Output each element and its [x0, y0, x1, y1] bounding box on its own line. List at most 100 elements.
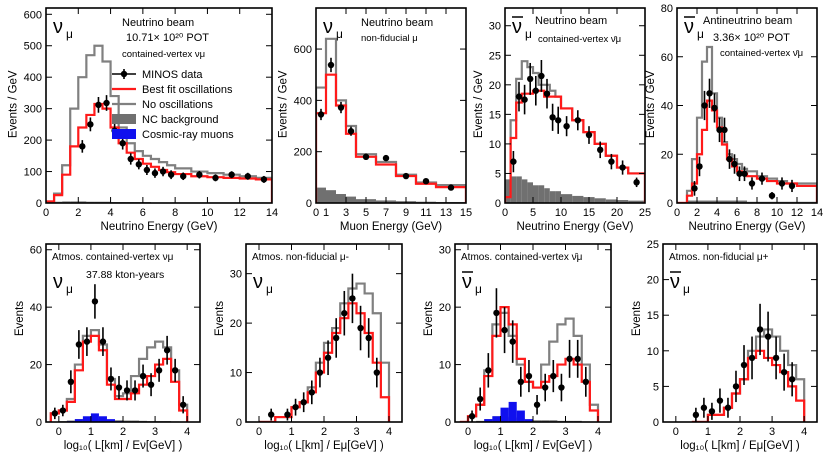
- plot-area: [691, 303, 806, 422]
- beam-annotation: Antineutrino beam: [703, 15, 792, 27]
- data-marker: [83, 338, 91, 345]
- y-tick-label: 20: [230, 318, 242, 330]
- x-tick-label: 0: [313, 207, 319, 219]
- data-point: [95, 97, 102, 113]
- data-marker: [555, 117, 562, 124]
- panel-frame: [245, 243, 403, 423]
- data-point: [758, 172, 766, 185]
- legend-label: NC background: [142, 114, 218, 126]
- y-tick-label: 5: [495, 168, 501, 180]
- particle-symbol: ν: [53, 16, 63, 38]
- x-tick-label: 0: [56, 426, 62, 438]
- data-marker: [543, 90, 551, 97]
- data-point: [732, 370, 740, 403]
- data-marker: [373, 369, 381, 376]
- data-point: [563, 116, 570, 137]
- data-marker: [347, 127, 355, 135]
- plot-area: [316, 37, 466, 203]
- data-point: [196, 170, 203, 179]
- y-tick-label: 100: [24, 167, 42, 179]
- data-point: [700, 397, 708, 418]
- x-tick-label: 15: [460, 207, 472, 219]
- data-marker: [180, 173, 187, 180]
- data-point: [67, 370, 75, 394]
- data-point: [159, 166, 167, 177]
- data-point: [244, 172, 251, 180]
- data-marker: [341, 310, 348, 317]
- data-point: [212, 174, 219, 182]
- particle-symbol: ν: [670, 271, 680, 293]
- data-marker: [357, 324, 364, 332]
- data-marker: [780, 368, 788, 376]
- nc-background-bar: [594, 198, 606, 203]
- data-point: [778, 177, 786, 190]
- data-point: [574, 339, 581, 378]
- legend-entry: No oscillations: [112, 99, 213, 111]
- data-point: [422, 177, 430, 185]
- y-tick-label: 300: [24, 104, 42, 116]
- data-point: [521, 84, 528, 115]
- data-marker: [788, 376, 796, 383]
- x-tick-label: 3: [769, 426, 775, 438]
- panel-p4: 0 2 4 6 8 10 12 14 0 20 40 60 80 Neutrino Energy (GeV…: [645, 3, 823, 233]
- x-tick-label: 4: [714, 207, 720, 219]
- nc-background-bar: [549, 191, 556, 203]
- y-axis-label: Events / GeV: [645, 70, 657, 138]
- nc-background-bar: [538, 185, 545, 203]
- y-axis-label: Events: [423, 301, 435, 336]
- data-marker: [574, 355, 581, 363]
- data-marker: [509, 338, 516, 345]
- data-point: [103, 95, 110, 111]
- data-marker: [267, 411, 275, 418]
- data-point: [501, 307, 508, 354]
- data-point: [608, 153, 615, 170]
- y-tick-label: 25: [489, 50, 501, 62]
- cosmic-muon-bar: [484, 419, 493, 422]
- data-marker: [532, 87, 539, 94]
- data-marker: [119, 140, 126, 147]
- cosmic-muon-bar: [90, 413, 99, 422]
- data-marker: [721, 126, 728, 134]
- data-point: [341, 290, 348, 336]
- legend-entry: NC background: [112, 114, 218, 126]
- x-tick-label: 4: [184, 426, 190, 438]
- data-marker: [485, 367, 492, 374]
- x-tick-label: 4: [386, 426, 392, 438]
- data-point: [558, 373, 565, 402]
- plot-area: [677, 45, 817, 203]
- data-marker: [788, 182, 796, 190]
- best-fit-step: [316, 73, 466, 203]
- data-marker: [327, 61, 335, 69]
- data-point: [79, 140, 86, 153]
- data-marker: [59, 407, 67, 414]
- legend-entry: Cosmic-ray muons: [112, 129, 234, 141]
- nc-background-bar: [544, 188, 550, 203]
- data-point: [549, 103, 556, 131]
- data-marker: [67, 378, 75, 386]
- data-marker: [317, 111, 325, 118]
- data-marker: [99, 338, 107, 345]
- data-point: [308, 380, 316, 405]
- particle-symbol: ν: [253, 271, 263, 293]
- data-marker: [778, 180, 786, 187]
- data-marker: [756, 326, 764, 333]
- y-axis-label: Events / GeV: [473, 70, 485, 138]
- y-tick-label: 20: [439, 302, 451, 314]
- data-marker: [300, 399, 307, 406]
- data-point: [788, 179, 796, 193]
- plot-area: [259, 273, 391, 422]
- cosmic-muon-bar: [492, 416, 501, 422]
- data-marker: [476, 395, 484, 403]
- data-marker: [597, 146, 604, 154]
- x-tick-label: 1: [288, 426, 294, 438]
- data-marker: [332, 334, 340, 342]
- plot-area: [505, 60, 645, 203]
- legend-marker: [120, 70, 128, 78]
- data-point: [566, 339, 573, 378]
- panel-p6: 0 1 2 3 4 0 10 20 30 log₁₀( L[km] / Eμ[GeV] ) Even…: [214, 243, 403, 452]
- data-point: [119, 136, 126, 150]
